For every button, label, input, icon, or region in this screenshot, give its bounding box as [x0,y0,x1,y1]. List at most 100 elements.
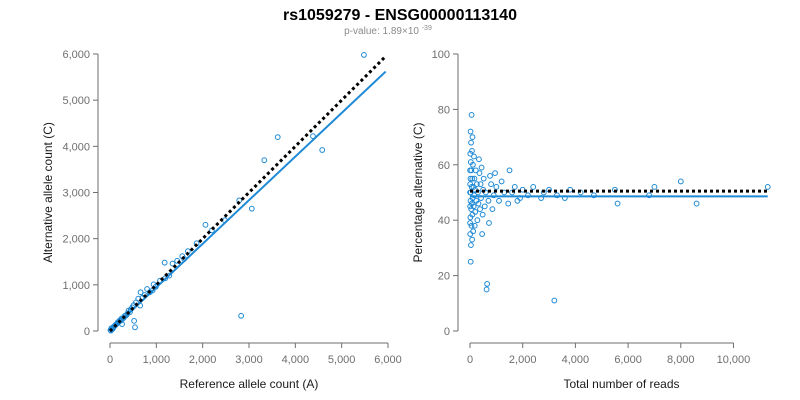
data-point [505,200,512,207]
data-point [490,192,497,199]
data-point [261,157,268,164]
data-point [469,134,476,141]
data-point [202,221,209,228]
data-point [511,184,518,190]
data-point [525,192,531,199]
data-point [551,297,558,304]
data-point [487,172,493,179]
data-point [476,156,482,163]
data-point [506,167,513,174]
y-tick-label: 2,000 [62,234,90,246]
fit-line [109,70,387,332]
data-point [467,197,474,204]
y-tick-label: 3,000 [62,188,90,200]
x-tick-label: 3,000 [235,354,263,366]
data-point [467,167,474,174]
data-point [477,181,484,188]
data-point [468,242,474,249]
data-point [467,258,474,265]
x-tick-label: 0 [107,354,113,366]
data-point [614,200,621,207]
data-point [483,286,490,293]
data-point [469,236,476,243]
data-point [274,134,281,141]
data-point [492,170,498,177]
data-point [137,289,144,296]
data-point [473,197,480,204]
data-point [468,139,474,146]
y-tick-label: 20 [438,271,450,283]
data-point [467,150,474,157]
data-point [473,181,480,188]
data-point [471,222,478,229]
data-point [590,192,597,199]
data-point [361,52,367,58]
x-tick-label: 4,000 [282,354,310,366]
x-tick-label: 0 [467,354,473,366]
data-point [677,178,684,185]
data-point [469,175,476,182]
reference-line [108,55,387,333]
data-point [646,192,653,199]
allele-count-scatter-panel: 0 1,000 2,000 3,000 4,000 5,000 6,000 0 1,000 2,0… [41,49,402,391]
y-axis-title: Alternative allele count (C) [41,122,55,263]
y-tick-label: 40 [438,215,450,227]
p-value-label: p-value: 1.89×10 -39 [344,25,432,37]
data-point [488,181,494,188]
data-point [132,324,138,331]
data-point [486,220,492,226]
data-point [467,128,474,135]
data-point [489,206,496,213]
y-tick-label: 0 [84,326,90,338]
data-point [484,281,491,287]
y-tick-label: 5,000 [62,95,90,107]
data-point [514,197,521,204]
y-tick-label: 100 [432,49,450,61]
data-point [478,164,485,171]
data-point [310,133,316,140]
data-point [471,153,477,160]
data-point [238,312,245,319]
y-tick-label: 60 [438,160,450,172]
data-point [481,203,488,210]
data-point [119,321,125,327]
x-tick-label: 6,000 [614,354,642,366]
data-point [467,203,474,210]
data-point [468,112,475,118]
x-tick-label: 4,000 [562,354,590,366]
x-tick-label: 8,000 [667,354,695,366]
data-point [471,175,478,182]
data-point [476,170,483,177]
data-point [161,259,168,266]
x-tick-label: 6,000 [374,354,402,366]
data-point [693,200,700,207]
data-point [479,231,486,237]
x-axis-title: Total number of reads [563,377,679,391]
y-tick-label: 6,000 [62,49,90,61]
data-point [485,197,492,204]
data-point [467,214,474,221]
data-point [467,181,474,188]
data-point [474,217,481,224]
y-tick-label: 80 [438,104,450,116]
y-axis-title: Percentage alternative (C) [411,122,425,262]
data-point [651,184,658,190]
data-point [169,260,176,267]
p-value-prefix: p-value: 1.89×10 [344,26,419,37]
x-tick-label: 1,000 [143,354,171,366]
x-axis-title: Reference allele count (A) [180,377,319,391]
data-point [467,175,474,182]
data-point [496,197,502,204]
data-point [319,147,326,153]
data-point [470,228,477,235]
x-tick-label: 5,000 [328,354,356,366]
figure-title: rs1059279 - ENSG00000113140 [283,7,517,24]
data-point [467,231,474,237]
data-point [554,192,560,199]
data-point [764,184,771,190]
x-tick-label: 2,000 [189,354,217,366]
y-tick-label: 0 [444,326,450,338]
data-point [468,222,475,229]
data-point [480,175,487,182]
